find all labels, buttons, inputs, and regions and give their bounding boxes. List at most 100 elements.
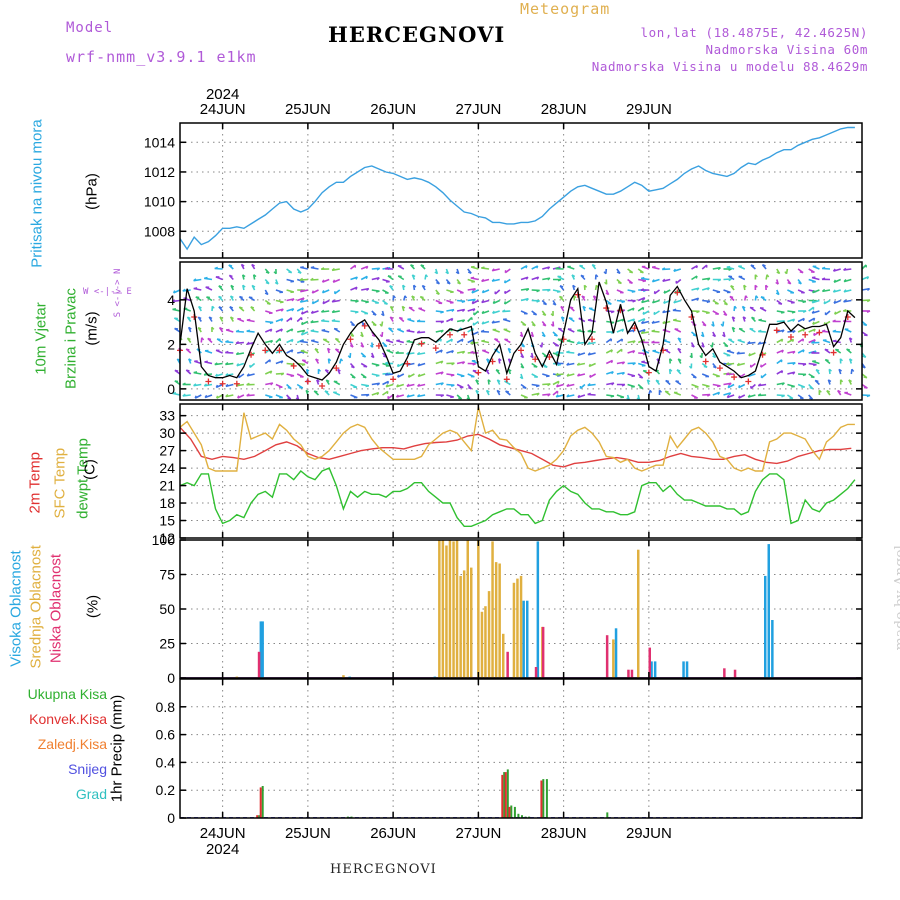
wind-arrowhead [604, 281, 608, 285]
cloud-mid-bar [480, 611, 484, 678]
wind-arrow [237, 394, 245, 399]
wind-arrowhead [823, 301, 826, 304]
y-tick-label: 0 [167, 670, 175, 686]
wind-arrowhead [230, 295, 234, 299]
wind-arrowhead [632, 318, 636, 322]
wind-arrowhead [299, 339, 304, 342]
wind-arrow [566, 373, 575, 377]
wind-arrow [691, 297, 699, 302]
top-date-label: 29JUN [626, 101, 672, 118]
wind-arrowhead [497, 379, 501, 383]
wind-arrowhead [388, 327, 392, 330]
wind-arrowhead [863, 334, 868, 337]
cloud-mid-bar [462, 570, 466, 678]
wind-arrowhead [471, 300, 474, 304]
wind-arrowhead [450, 384, 455, 387]
wind-arrowhead [525, 265, 528, 269]
wind-arrowhead [728, 268, 732, 272]
wind-arrow [494, 289, 501, 295]
wind-arrowhead [406, 329, 411, 332]
cloud-high-bar [536, 541, 540, 678]
wind-arrowhead [371, 334, 376, 338]
wind-arrow [738, 394, 746, 399]
wind-arrowhead [846, 348, 851, 351]
wind-arrowhead [280, 318, 284, 322]
wind-arrow [637, 318, 646, 323]
wind-arrowhead [214, 362, 218, 366]
wind-arrowhead [347, 355, 351, 359]
wind-arrowhead [692, 376, 697, 379]
gust-marker [262, 347, 269, 354]
wind-arrow [637, 306, 644, 312]
wind-arrowhead [547, 289, 551, 292]
wind-arrowhead [835, 348, 839, 351]
wind-arrowhead [557, 278, 562, 282]
wind-arrowhead [577, 352, 581, 356]
wind-arrowhead [215, 384, 219, 388]
wind-arrowhead [863, 386, 868, 389]
precip-total-bar [521, 815, 523, 818]
wind-arrowhead [536, 265, 539, 269]
wind-arrowhead [712, 334, 716, 338]
wind-arrow [797, 317, 805, 323]
wind-arrow [467, 308, 476, 312]
gust-marker [830, 349, 837, 356]
wind-arrow [446, 317, 454, 323]
wind-arrowhead [322, 300, 325, 304]
wind-arrowhead [504, 290, 506, 294]
wind-arrowhead [651, 340, 655, 344]
wind-arrowhead [502, 309, 506, 313]
wind-arrowhead [487, 379, 491, 383]
wind-arrowhead [566, 350, 570, 353]
wind-arrowhead [533, 365, 538, 368]
wind-arrowhead [757, 329, 762, 333]
cloud-high-bar [682, 661, 685, 678]
panel-frame-3 [179, 403, 863, 539]
wind-arrowhead [543, 302, 547, 306]
wind-arrowhead [547, 393, 551, 397]
y-tick-label: 25 [159, 636, 175, 652]
wind-arrowhead [203, 383, 207, 387]
wind-arrow [301, 331, 309, 336]
wind-arrowhead [229, 306, 234, 309]
wind-arrowhead [310, 266, 315, 269]
wind-arrowhead [641, 299, 644, 303]
wind-arrow [360, 275, 368, 281]
wind-arrowhead [420, 264, 425, 267]
wind-arrowhead [472, 288, 476, 292]
wind-arrowhead [701, 344, 705, 348]
wind-arrowhead [825, 358, 829, 362]
pressure-line [179, 126, 855, 251]
wind-arrowhead [802, 310, 807, 314]
wind-arrowhead [324, 390, 329, 393]
wind-arrowhead [555, 394, 559, 398]
wind-arrowhead [310, 277, 314, 281]
wind-arrowhead [280, 328, 283, 332]
wind-arrowhead [728, 275, 733, 278]
gust-marker [461, 331, 468, 338]
wind-arrow [812, 289, 820, 294]
wind-arrow [808, 306, 815, 312]
top-date-label: 25JUN [285, 101, 331, 118]
wind-arrow [808, 328, 816, 333]
wind-arrowhead [211, 326, 215, 330]
wind-arrow [467, 338, 475, 344]
wind-arrowhead [385, 384, 389, 388]
wind-arrowhead [576, 362, 580, 366]
wind-arrowhead [530, 334, 534, 338]
wind-arrow [748, 373, 756, 378]
wind-arrow [173, 289, 181, 294]
wind-arrowhead [811, 340, 815, 344]
top-date-label: 27JUN [455, 101, 501, 118]
y-tick-label: 33 [159, 408, 175, 424]
gust-marker [645, 369, 652, 376]
wind-arrow [861, 275, 869, 281]
y-tick-label: 2 [167, 336, 175, 352]
wind-arrowhead [607, 302, 612, 305]
wind-arrowhead [387, 275, 392, 278]
wind-arrow [382, 380, 389, 386]
wind-arrowhead [300, 311, 304, 315]
wind-arrowhead [792, 371, 796, 375]
wind-arrowhead [610, 349, 613, 353]
